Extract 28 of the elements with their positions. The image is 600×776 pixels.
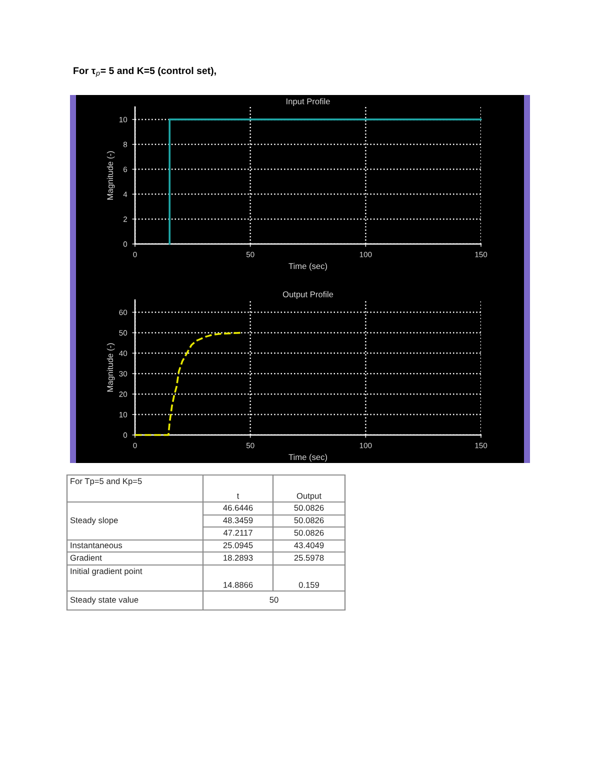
chart-title: Output Profile: [282, 291, 334, 299]
text: Instantaneous: [70, 542, 122, 548]
y-axis-title: Magnitude (-): [106, 343, 115, 392]
text: 48.3459: [223, 517, 253, 524]
text: 50.0826: [294, 504, 324, 511]
text: 43.4049: [294, 542, 324, 548]
text: 47.2117: [223, 530, 252, 536]
text: 0.159: [298, 582, 320, 588]
x-axis-title: Time (sec): [288, 454, 328, 462]
text: Steady state value: [70, 596, 138, 604]
text: 46.6446: [223, 504, 253, 511]
text: 25.0945: [223, 542, 253, 548]
y-axis-title: Magnitude (-): [106, 151, 115, 200]
text: Initial gradient point: [70, 568, 142, 576]
text: For τ$_{p}$= 5 and K=5 (control set),: [74, 66, 216, 77]
text: 50: [270, 596, 278, 603]
text: For Tp=5 and Kp=5: [70, 478, 142, 486]
text: Gradient: [70, 554, 102, 561]
text: 14.8866: [224, 582, 253, 588]
text: 25.5978: [294, 554, 324, 561]
text: 50.0826: [294, 530, 324, 536]
text: 50.0826: [294, 517, 324, 524]
x-axis-title: Time (sec): [288, 262, 328, 271]
text: 18.2893: [224, 554, 253, 561]
chart-title: Input Profile: [286, 98, 330, 106]
text: Steady slope: [70, 517, 118, 525]
text: t: [236, 493, 240, 499]
text: Output: [296, 492, 322, 500]
